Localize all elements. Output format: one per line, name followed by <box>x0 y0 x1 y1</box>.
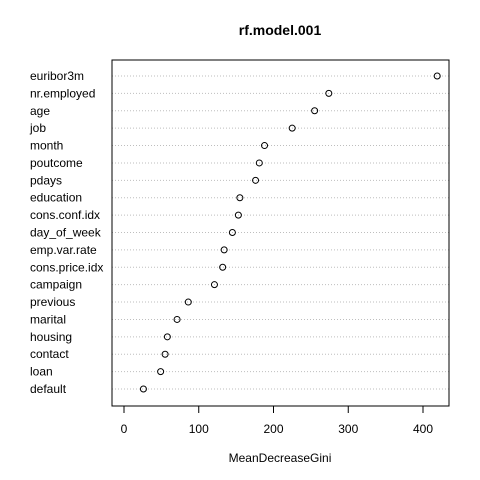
data-point <box>157 368 165 376</box>
category-label: euribor3m <box>30 69 84 83</box>
category-label: loan <box>30 365 53 379</box>
data-point <box>288 124 296 132</box>
data-point <box>433 72 441 80</box>
category-labels: euribor3m nr.employed age job month poutcome p… <box>29 69 103 396</box>
data-point <box>255 159 263 167</box>
x-tick-label: 400 <box>413 422 433 436</box>
x-tick-label: 300 <box>338 422 358 436</box>
category-label: contact <box>30 347 69 361</box>
data-point <box>236 194 244 202</box>
category-label: job <box>29 121 46 135</box>
data-point <box>261 142 269 150</box>
x-tick-label: 0 <box>121 422 128 436</box>
data-point <box>173 315 181 323</box>
data-point <box>234 211 242 219</box>
category-label: previous <box>30 295 75 309</box>
category-label: housing <box>30 330 72 344</box>
x-tick-label: 100 <box>189 422 209 436</box>
data-point <box>325 89 333 97</box>
chart-title: rf.model.001 <box>239 22 322 38</box>
data-point <box>139 385 147 393</box>
category-label: month <box>30 139 63 153</box>
category-label: campaign <box>30 278 82 292</box>
category-label: education <box>30 191 82 205</box>
category-label: default <box>30 382 67 396</box>
category-label: cons.price.idx <box>30 260 103 274</box>
data-point <box>210 281 218 289</box>
data-point <box>219 263 227 271</box>
category-label: emp.var.rate <box>30 243 97 257</box>
category-label: poutcome <box>30 156 83 170</box>
data-point <box>311 107 319 115</box>
category-label: pdays <box>30 173 62 187</box>
x-tick-label: 200 <box>263 422 283 436</box>
data-points <box>139 72 441 393</box>
data-point <box>184 298 192 306</box>
category-label: marital <box>30 312 66 326</box>
x-axis-label: MeanDecreaseGini <box>229 451 332 465</box>
data-point <box>252 176 260 184</box>
category-label: day_of_week <box>30 226 102 240</box>
data-point <box>161 350 169 358</box>
category-label: cons.conf.idx <box>30 208 100 222</box>
grid-lines <box>112 75 449 390</box>
category-label: age <box>30 104 50 118</box>
data-point <box>220 246 228 254</box>
x-axis: 0 100 200 300 400 <box>121 405 433 436</box>
data-point <box>163 333 171 341</box>
category-label: nr.employed <box>30 86 95 100</box>
data-point <box>228 229 236 236</box>
